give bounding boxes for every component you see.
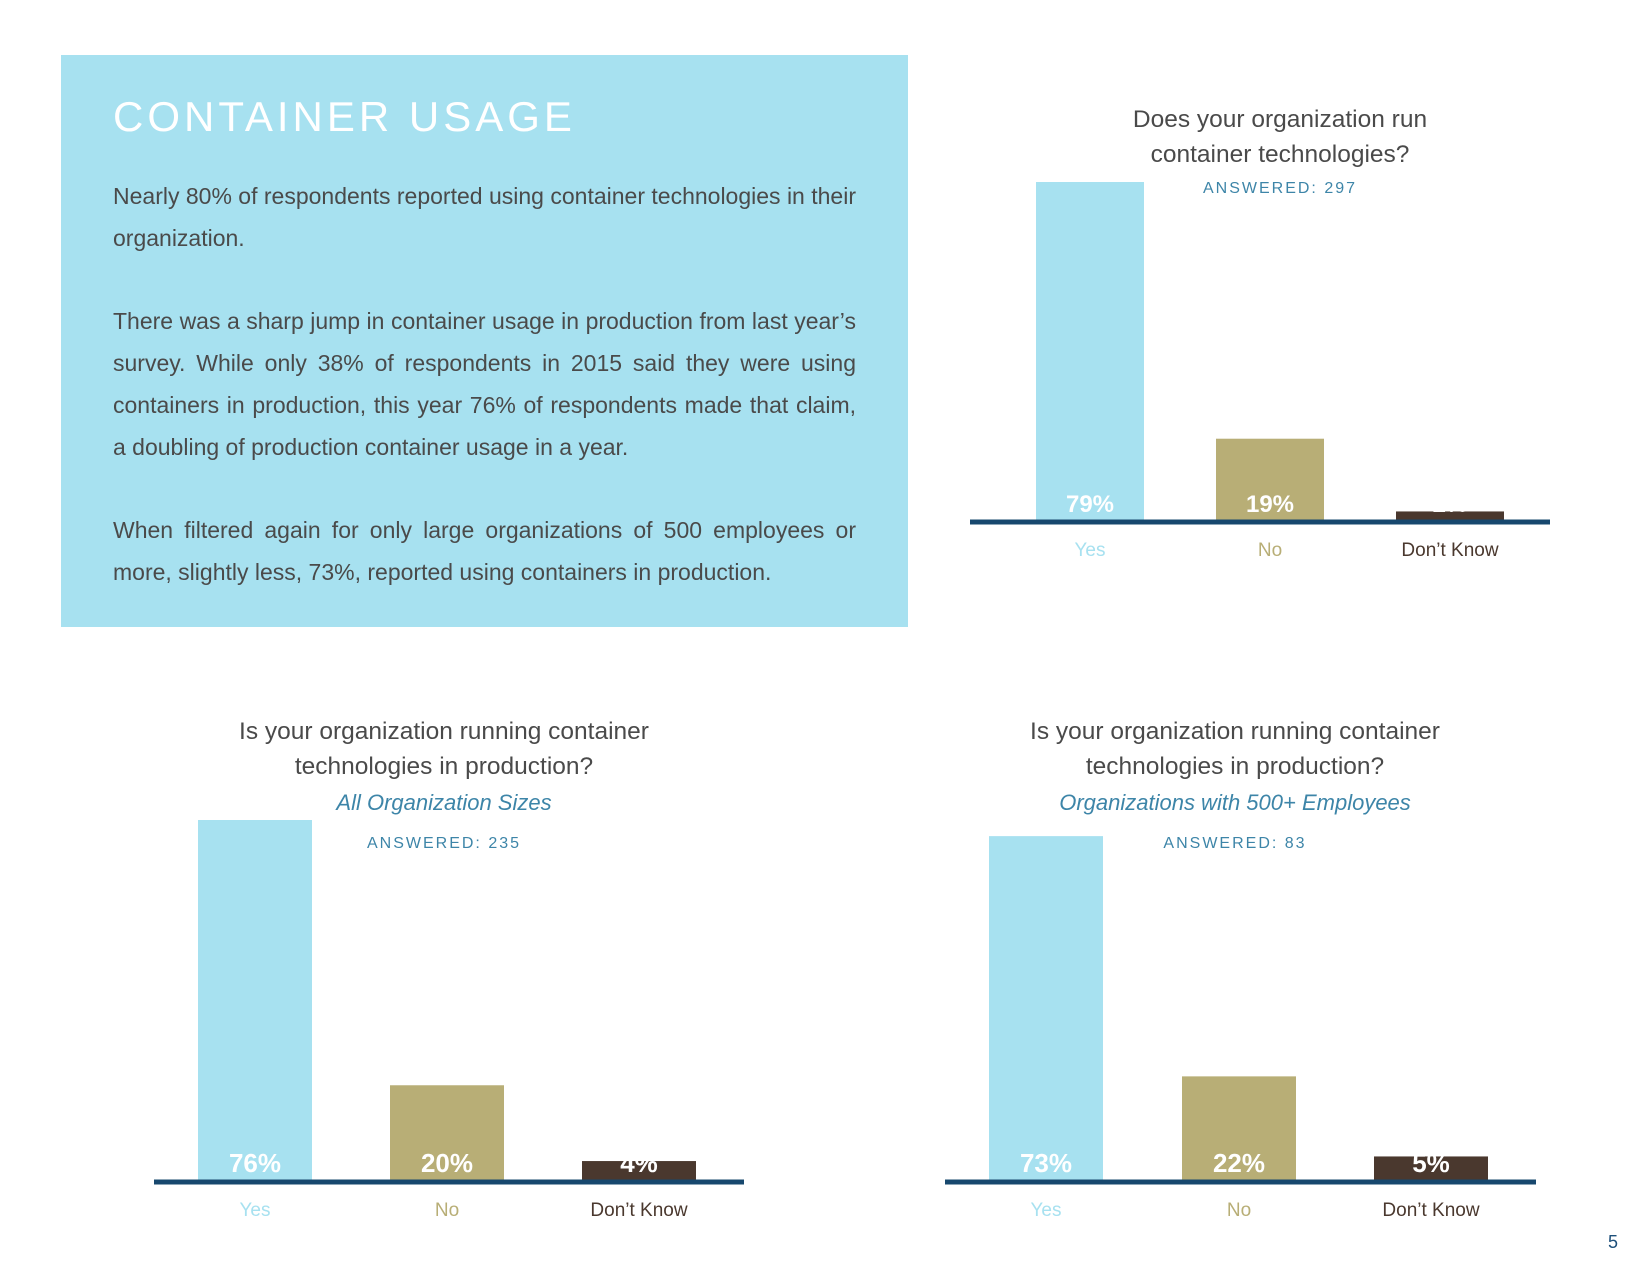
value-label-yes: 76% xyxy=(229,1148,281,1178)
answered-count: ANSWERED: 297 xyxy=(1202,180,1358,197)
value-label-no: 22% xyxy=(1213,1148,1265,1178)
bar-yes xyxy=(198,820,312,1180)
category-label-no: No xyxy=(435,1200,459,1221)
bar-chart-svg: 73% Yes 22% No 5% Don’t Know xyxy=(945,836,1536,1221)
chart-production-500-plus: Is your organization running container t… xyxy=(935,712,1536,1232)
category-label-dont-know: Don’t Know xyxy=(1382,1200,1479,1221)
chart-title-line: technologies in production? xyxy=(294,753,594,780)
intro-body: Nearly 80% of respondents reported using… xyxy=(113,175,856,634)
category-label-no: No xyxy=(1227,1200,1251,1221)
intro-panel: CONTAINER USAGE Nearly 80% of respondent… xyxy=(61,55,908,627)
category-label-no: No xyxy=(1258,540,1282,561)
category-label-dont-know: Don’t Know xyxy=(1401,540,1498,561)
chart-subtitle: All Organization Sizes xyxy=(336,790,552,815)
intro-title: CONTAINER USAGE xyxy=(113,93,576,140)
bar-dont-know xyxy=(1374,1156,1488,1180)
chart-title-line: Is your organization running container xyxy=(239,718,649,745)
answered-count: ANSWERED: 235 xyxy=(366,835,522,852)
category-label-yes: Yes xyxy=(240,1200,271,1221)
intro-paragraph: There was a sharp jump in container usag… xyxy=(113,308,856,460)
chart-title-line: technologies in production? xyxy=(1085,753,1385,780)
category-label-yes: Yes xyxy=(1075,540,1106,561)
value-label-no: 19% xyxy=(1246,491,1294,518)
chart-title-line: Does your organization run xyxy=(1132,106,1428,133)
bar-no xyxy=(1182,1076,1296,1180)
chart-title-line: Is your organization running container xyxy=(1030,718,1440,745)
bar-no xyxy=(390,1085,504,1180)
bar-yes xyxy=(989,836,1103,1180)
page-number: 5 xyxy=(1608,1232,1619,1252)
value-label-yes: 79% xyxy=(1066,491,1114,518)
bar-chart-svg: 79% Yes 19% No 2% Don’t Know xyxy=(970,182,1550,561)
chart-production-all-sizes: Is your organization running container t… xyxy=(144,712,744,1232)
intro-paragraph: Nearly 80% of respondents reported using… xyxy=(113,183,856,251)
bar-dont-know xyxy=(1396,511,1504,520)
chart-title-line: container technologies? xyxy=(1150,141,1410,168)
answered-count: ANSWERED: 83 xyxy=(1163,835,1307,852)
value-label-dont-know: 4% xyxy=(620,1148,658,1178)
value-label-yes: 73% xyxy=(1020,1148,1072,1178)
chart-title: Is your organization running container t… xyxy=(144,714,744,784)
category-label-dont-know: Don’t Know xyxy=(590,1200,687,1221)
value-label-no: 20% xyxy=(421,1148,473,1178)
value-label-dont-know: 5% xyxy=(1412,1148,1450,1178)
bar-no xyxy=(1216,438,1324,520)
chart-title: Is your organization running container t… xyxy=(935,714,1535,784)
bar-yes xyxy=(1036,182,1144,520)
category-label-yes: Yes xyxy=(1031,1200,1062,1221)
intro-paragraph: When filtered again for only large organ… xyxy=(113,517,856,585)
bar-dont-know xyxy=(582,1161,696,1180)
chart-subtitle: Organizations with 500+ Employees xyxy=(1059,790,1411,815)
chart-title: Does your organization run container tec… xyxy=(990,102,1570,172)
value-label-dont-know: 2% xyxy=(1433,491,1468,518)
chart-run-containers: Does your organization run container tec… xyxy=(970,100,1570,580)
bar-chart-svg: 76% Yes 20% No 4% Don’t Know xyxy=(154,820,744,1221)
